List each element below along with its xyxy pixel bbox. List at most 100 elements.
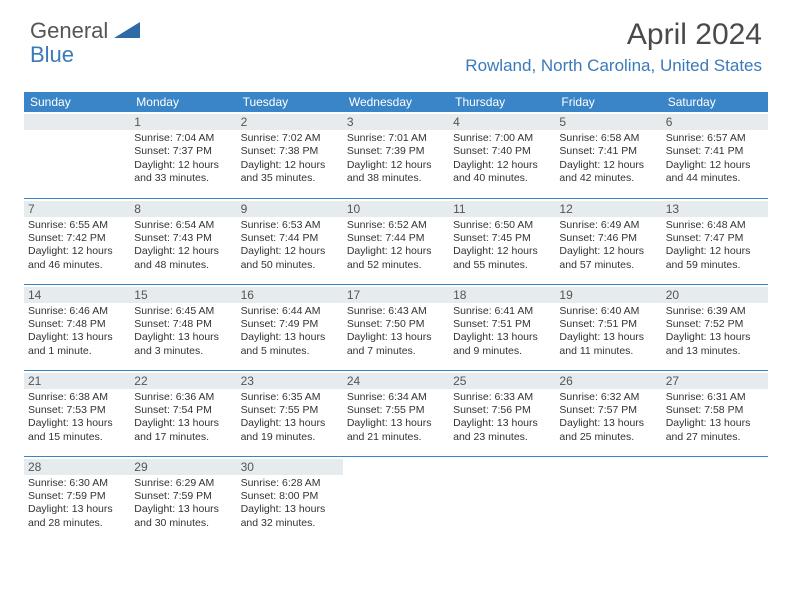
day-sr: Sunrise: 6:53 AM — [241, 219, 339, 232]
day-dl2: and 55 minutes. — [453, 259, 551, 272]
calendar-week: 7Sunrise: 6:55 AMSunset: 7:42 PMDaylight… — [24, 198, 768, 284]
day-dl2: and 30 minutes. — [134, 517, 232, 530]
day-info: Sunrise: 6:31 AMSunset: 7:58 PMDaylight:… — [666, 391, 764, 445]
day-sr: Sunrise: 6:50 AM — [453, 219, 551, 232]
day-ss: Sunset: 7:44 PM — [241, 232, 339, 245]
day-number: 16 — [237, 287, 343, 303]
calendar-cell: 21Sunrise: 6:38 AMSunset: 7:53 PMDayligh… — [24, 370, 130, 456]
day-dl2: and 1 minute. — [28, 345, 126, 358]
day-sr: Sunrise: 6:34 AM — [347, 391, 445, 404]
day-sr: Sunrise: 6:33 AM — [453, 391, 551, 404]
day-ss: Sunset: 7:48 PM — [28, 318, 126, 331]
calendar-cell: 2Sunrise: 7:02 AMSunset: 7:38 PMDaylight… — [237, 112, 343, 198]
day-info: Sunrise: 6:46 AMSunset: 7:48 PMDaylight:… — [28, 305, 126, 359]
calendar-cell: 5Sunrise: 6:58 AMSunset: 7:41 PMDaylight… — [555, 112, 661, 198]
day-info: Sunrise: 7:01 AMSunset: 7:39 PMDaylight:… — [347, 132, 445, 186]
day-sr: Sunrise: 6:54 AM — [134, 219, 232, 232]
day-ss: Sunset: 7:51 PM — [453, 318, 551, 331]
calendar-week: 1Sunrise: 7:04 AMSunset: 7:37 PMDaylight… — [24, 112, 768, 198]
day-dl2: and 23 minutes. — [453, 431, 551, 444]
day-info: Sunrise: 6:43 AMSunset: 7:50 PMDaylight:… — [347, 305, 445, 359]
day-dl2: and 59 minutes. — [666, 259, 764, 272]
day-ss: Sunset: 7:41 PM — [559, 145, 657, 158]
calendar-cell: 24Sunrise: 6:34 AMSunset: 7:55 PMDayligh… — [343, 370, 449, 456]
day-info: Sunrise: 6:29 AMSunset: 7:59 PMDaylight:… — [134, 477, 232, 531]
day-ss: Sunset: 7:43 PM — [134, 232, 232, 245]
day-dl2: and 15 minutes. — [28, 431, 126, 444]
day-number: 24 — [343, 373, 449, 389]
day-dl2: and 35 minutes. — [241, 172, 339, 185]
day-number: 25 — [449, 373, 555, 389]
day-info: Sunrise: 6:41 AMSunset: 7:51 PMDaylight:… — [453, 305, 551, 359]
day-number: 7 — [24, 201, 130, 217]
day-number — [555, 459, 661, 475]
logo-triangle-icon — [114, 20, 140, 43]
calendar-cell: 3Sunrise: 7:01 AMSunset: 7:39 PMDaylight… — [343, 112, 449, 198]
day-dl2: and 32 minutes. — [241, 517, 339, 530]
day-dl2: and 44 minutes. — [666, 172, 764, 185]
day-number: 12 — [555, 201, 661, 217]
day-dl2: and 42 minutes. — [559, 172, 657, 185]
calendar-week: 21Sunrise: 6:38 AMSunset: 7:53 PMDayligh… — [24, 370, 768, 456]
day-dl1: Daylight: 13 hours — [453, 331, 551, 344]
day-sr: Sunrise: 6:49 AM — [559, 219, 657, 232]
day-dl1: Daylight: 13 hours — [241, 503, 339, 516]
day-dl1: Daylight: 13 hours — [666, 417, 764, 430]
day-info: Sunrise: 6:48 AMSunset: 7:47 PMDaylight:… — [666, 219, 764, 273]
day-ss: Sunset: 7:55 PM — [347, 404, 445, 417]
day-sr: Sunrise: 7:01 AM — [347, 132, 445, 145]
day-ss: Sunset: 7:51 PM — [559, 318, 657, 331]
day-sr: Sunrise: 6:46 AM — [28, 305, 126, 318]
day-number: 14 — [24, 287, 130, 303]
day-info: Sunrise: 7:00 AMSunset: 7:40 PMDaylight:… — [453, 132, 551, 186]
day-info: Sunrise: 6:32 AMSunset: 7:57 PMDaylight:… — [559, 391, 657, 445]
day-info: Sunrise: 6:52 AMSunset: 7:44 PMDaylight:… — [347, 219, 445, 273]
calendar-cell: 29Sunrise: 6:29 AMSunset: 7:59 PMDayligh… — [130, 456, 236, 542]
day-dl2: and 9 minutes. — [453, 345, 551, 358]
day-info: Sunrise: 7:02 AMSunset: 7:38 PMDaylight:… — [241, 132, 339, 186]
day-ss: Sunset: 7:58 PM — [666, 404, 764, 417]
day-dl2: and 40 minutes. — [453, 172, 551, 185]
day-number: 1 — [130, 114, 236, 130]
day-dl1: Daylight: 13 hours — [241, 331, 339, 344]
day-dl1: Daylight: 12 hours — [559, 245, 657, 258]
calendar-cell: 18Sunrise: 6:41 AMSunset: 7:51 PMDayligh… — [449, 284, 555, 370]
day-number — [24, 114, 130, 130]
day-number: 26 — [555, 373, 661, 389]
logo-text-general: General — [30, 18, 108, 44]
day-dl2: and 27 minutes. — [666, 431, 764, 444]
calendar-cell — [555, 456, 661, 542]
day-sr: Sunrise: 6:45 AM — [134, 305, 232, 318]
day-ss: Sunset: 7:46 PM — [559, 232, 657, 245]
day-ss: Sunset: 7:48 PM — [134, 318, 232, 331]
day-ss: Sunset: 7:54 PM — [134, 404, 232, 417]
day-number: 17 — [343, 287, 449, 303]
day-number: 4 — [449, 114, 555, 130]
day-ss: Sunset: 7:49 PM — [241, 318, 339, 331]
day-number: 22 — [130, 373, 236, 389]
calendar-cell: 25Sunrise: 6:33 AMSunset: 7:56 PMDayligh… — [449, 370, 555, 456]
location: Rowland, North Carolina, United States — [465, 56, 762, 76]
day-sr: Sunrise: 6:35 AM — [241, 391, 339, 404]
day-dl1: Daylight: 12 hours — [347, 159, 445, 172]
day-sr: Sunrise: 7:00 AM — [453, 132, 551, 145]
day-info: Sunrise: 6:36 AMSunset: 7:54 PMDaylight:… — [134, 391, 232, 445]
day-number: 9 — [237, 201, 343, 217]
calendar-week: 14Sunrise: 6:46 AMSunset: 7:48 PMDayligh… — [24, 284, 768, 370]
day-dl1: Daylight: 12 hours — [28, 245, 126, 258]
calendar-cell — [24, 112, 130, 198]
calendar-cell: 20Sunrise: 6:39 AMSunset: 7:52 PMDayligh… — [662, 284, 768, 370]
day-ss: Sunset: 7:57 PM — [559, 404, 657, 417]
day-ss: Sunset: 7:50 PM — [347, 318, 445, 331]
day-dl1: Daylight: 12 hours — [666, 159, 764, 172]
calendar-cell: 28Sunrise: 6:30 AMSunset: 7:59 PMDayligh… — [24, 456, 130, 542]
header: General April 2024 Rowland, North Caroli… — [0, 0, 792, 82]
day-header-row: SundayMondayTuesdayWednesdayThursdayFrid… — [24, 92, 768, 112]
day-ss: Sunset: 7:59 PM — [134, 490, 232, 503]
day-dl2: and 46 minutes. — [28, 259, 126, 272]
day-number: 21 — [24, 373, 130, 389]
day-dl2: and 13 minutes. — [666, 345, 764, 358]
day-dl2: and 11 minutes. — [559, 345, 657, 358]
day-sr: Sunrise: 6:29 AM — [134, 477, 232, 490]
day-dl1: Daylight: 13 hours — [559, 417, 657, 430]
